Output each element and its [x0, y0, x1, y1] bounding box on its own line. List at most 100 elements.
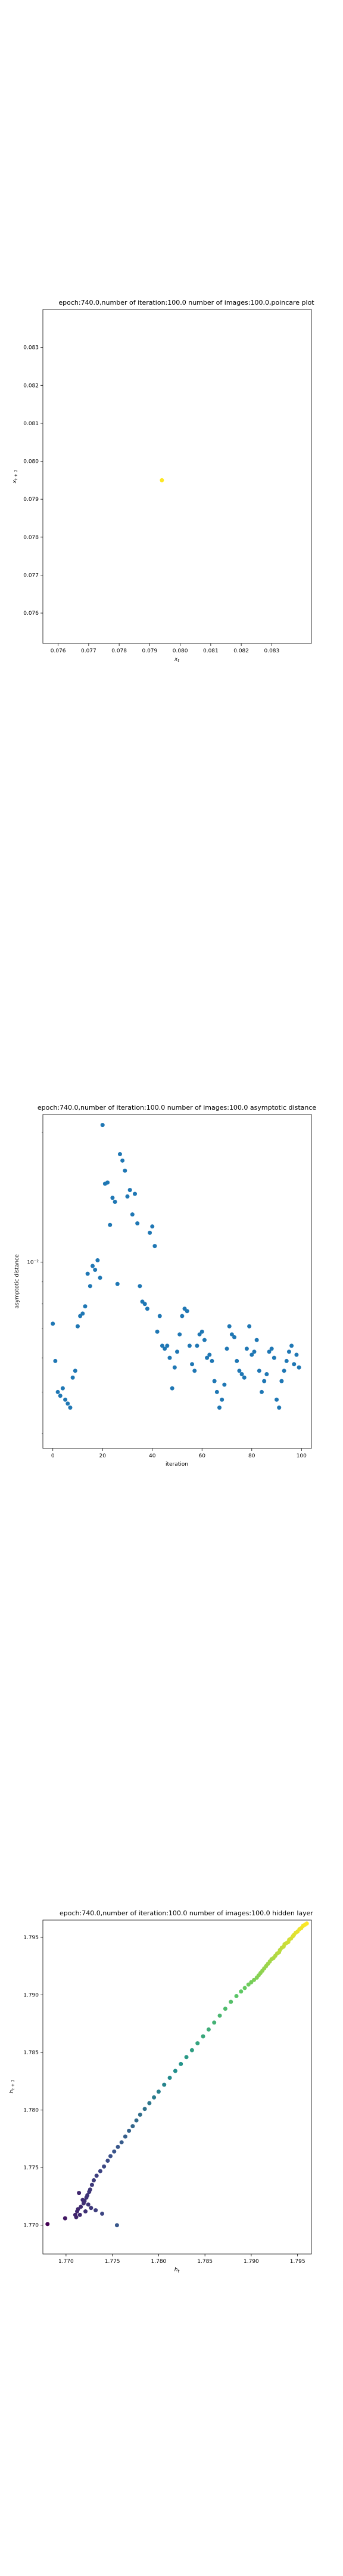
asymptotic-title: epoch:740.0,number of iteration:100.0 nu…: [38, 1104, 317, 1111]
asymptotic-point: [167, 1355, 172, 1360]
poincare-y-tick-label: 0.079: [23, 497, 39, 503]
asymptotic-point: [282, 1368, 286, 1373]
asymptotic-point: [207, 1352, 212, 1357]
asymptotic-point: [130, 1212, 135, 1217]
asymptotic-x-ticks: 0 20 40 60 80 100: [51, 1448, 307, 1459]
asymptotic-point: [185, 1309, 189, 1314]
hidden-layer-point: [94, 2174, 99, 2178]
asymptotic-point: [110, 1196, 115, 1200]
asymptotic-point: [108, 1222, 113, 1227]
asymptotic-point: [157, 1314, 162, 1318]
hidden-layer-x-tick-label: 1.775: [105, 2259, 120, 2265]
hidden-layer-chart: epoch:740.0,number of iteration:100.0 nu…: [9, 1909, 313, 2274]
hidden-layer-y-tick-label: 1.785: [23, 2050, 39, 2056]
asymptotic-point: [202, 1337, 207, 1342]
hidden-layer-point: [195, 2041, 200, 2046]
hidden-layer-point: [85, 2193, 90, 2198]
hidden-layer-point: [138, 2112, 142, 2117]
hidden-layer-point: [45, 2222, 50, 2227]
hidden-layer-y-tick-label: 1.790: [23, 1993, 39, 1999]
asymptotic-point: [292, 1362, 297, 1367]
hidden-layer-plot-area: [42, 1919, 312, 2255]
hidden-layer-point: [88, 2187, 92, 2192]
asymptotic-point: [133, 1191, 138, 1196]
hidden-layer-point: [217, 2013, 222, 2018]
hidden-layer-point: [79, 2205, 83, 2209]
asymptotic-point: [229, 1332, 234, 1337]
asymptotic-point: [180, 1314, 185, 1318]
asymptotic-point: [98, 1275, 102, 1280]
hidden-layer-point: [206, 2027, 211, 2032]
asymptotic-point: [297, 1365, 301, 1370]
asymptotic-x-tick-label: 60: [199, 1453, 206, 1459]
asymptotic-point: [279, 1379, 284, 1383]
asymptotic-point: [222, 1382, 227, 1387]
hidden-layer-point: [63, 2216, 67, 2221]
poincare-y-tick-label: 0.081: [23, 421, 39, 427]
hidden-layer-point: [173, 2069, 177, 2073]
asymptotic-point: [145, 1306, 149, 1311]
hidden-layer-point: [246, 1982, 251, 1987]
asymptotic-point: [262, 1379, 267, 1383]
asymptotic-point: [259, 1389, 264, 1394]
asymptotic-point: [250, 1352, 254, 1357]
poincare-x-tick-label: 0.081: [203, 648, 219, 654]
hidden-layer-point: [179, 2061, 183, 2066]
asymptotic-point: [210, 1358, 214, 1363]
asymptotic-x-tick-label: 100: [297, 1453, 307, 1459]
poincare-y-tick-label: 0.082: [23, 383, 39, 389]
hidden-layer-point: [114, 2223, 119, 2228]
asymptotic-point: [257, 1368, 261, 1373]
asymptotic-point: [113, 1200, 117, 1205]
asymptotic-point: [60, 1386, 65, 1391]
asymptotic-point: [195, 1343, 199, 1348]
hidden-layer-x-tick-label: 1.785: [197, 2259, 213, 2265]
asymptotic-point: [232, 1335, 237, 1339]
asymptotic-point: [123, 1168, 127, 1173]
asymptotic-x-tick-label: 80: [248, 1453, 255, 1459]
hidden-layer-point: [116, 2144, 120, 2149]
asymptotic-point: [237, 1368, 242, 1373]
hidden-layer-point: [234, 1993, 239, 1998]
hidden-layer-point: [239, 1989, 244, 1994]
poincare-points: [160, 478, 164, 482]
asymptotic-point: [199, 1329, 204, 1334]
hidden-layer-point: [100, 2211, 105, 2216]
asymptotic-y-label: asymptotic distance: [14, 1254, 20, 1308]
asymptotic-plot-area: [42, 1114, 312, 1449]
asymptotic-point: [73, 1368, 77, 1373]
asymptotic-point: [190, 1362, 195, 1367]
asymptotic-point: [214, 1389, 219, 1394]
asymptotic-point: [272, 1355, 276, 1360]
hidden-layer-point: [156, 2089, 161, 2094]
asymptotic-point: [80, 1311, 85, 1316]
hidden-layer-point: [76, 2207, 80, 2212]
poincare-plot-area: [42, 309, 312, 644]
asymptotic-point: [175, 1349, 179, 1354]
asymptotic-x-tick-label: 20: [99, 1453, 106, 1459]
asymptotic-point: [125, 1194, 130, 1199]
hidden-layer-x-tick-label: 1.795: [290, 2259, 305, 2265]
hidden-layer-point: [105, 2159, 110, 2163]
hidden-layer-point: [147, 2101, 152, 2106]
asymptotic-point: [85, 1271, 90, 1276]
poincare-y-ticks: 0.076 0.077 0.078 0.079 0.080 0.081 0.082 0.083: [23, 345, 43, 617]
asymptotic-point: [242, 1375, 247, 1380]
hidden-layer-point: [77, 2191, 82, 2196]
asymptotic-point: [177, 1332, 182, 1337]
hidden-layer-point: [184, 2055, 189, 2060]
asymptotic-point: [115, 1281, 120, 1286]
asymptotic-point: [239, 1371, 244, 1376]
hidden-layer-x-label: ht: [174, 2267, 180, 2274]
asymptotic-point: [58, 1394, 63, 1398]
poincare-x-tick-label: 0.082: [233, 648, 249, 654]
asymptotic-point: [150, 1224, 155, 1229]
hidden-layer-point: [212, 2020, 217, 2025]
asymptotic-point: [212, 1379, 217, 1383]
hidden-layer-point: [80, 2197, 85, 2202]
asymptotic-point: [88, 1284, 92, 1289]
hidden-layer-point: [189, 2048, 194, 2052]
asymptotic-point: [294, 1352, 299, 1357]
asymptotic-points: [51, 1123, 301, 1410]
